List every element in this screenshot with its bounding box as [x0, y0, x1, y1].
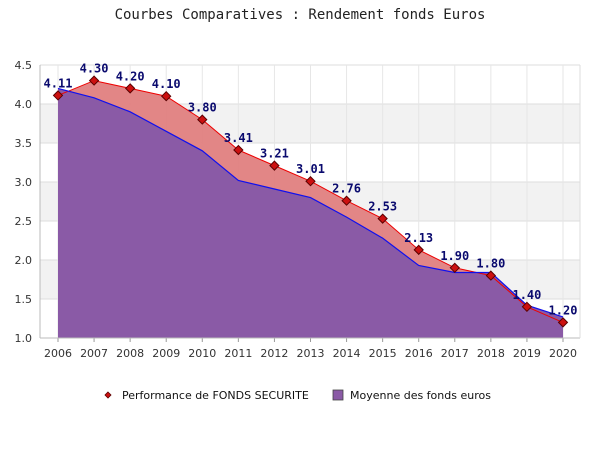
data-label-performance: 1.40: [512, 288, 541, 302]
y-tick-label: 3.5: [15, 137, 33, 150]
x-tick-label: 2007: [80, 347, 108, 360]
series-markers: [52, 75, 569, 328]
data-label-performance: 3.41: [224, 131, 253, 145]
data-label-performance: 4.20: [116, 69, 145, 83]
y-tick-label: 2.0: [15, 254, 33, 267]
marker-performance: [88, 75, 100, 86]
legend: Performance de FONDS SECURITE Moyenne de…: [104, 389, 491, 402]
marker-performance: [52, 90, 64, 101]
x-tick-label: 2015: [369, 347, 397, 360]
marker-performance: [233, 144, 244, 156]
x-tick-label: 2019: [513, 347, 541, 360]
data-label-performance: 1.20: [549, 303, 578, 317]
marker-performance: [521, 301, 533, 313]
legend-label-moyenne: Moyenne des fonds euros: [350, 389, 491, 402]
data-label-performance: 1.80: [476, 257, 505, 271]
marker-performance: [557, 317, 569, 328]
legend-item-moyenne: Moyenne des fonds euros: [332, 389, 491, 402]
data-label-performance: 4.11: [44, 76, 73, 90]
y-tick-label: 4.5: [15, 59, 33, 72]
line-moyenne: [57, 87, 564, 318]
x-tick-labels: 2006 2007 2008 2009 2010 2011 2012 2013 2014 2015…: [44, 347, 577, 360]
marker-performance: [449, 262, 460, 274]
x-tick-label: 2011: [224, 347, 252, 360]
series-areas: [58, 80, 563, 339]
marker-performance: [305, 176, 316, 187]
legend-item-performance: Performance de FONDS SECURITE: [104, 389, 309, 402]
area-moyenne: [58, 88, 563, 339]
marker-performance: [161, 90, 172, 102]
marker-performance: [413, 244, 424, 256]
x-tick-label: 2016: [405, 347, 433, 360]
x-tick-label: 2018: [477, 347, 505, 360]
x-tick-label: 2009: [152, 347, 180, 360]
marker-performance: [124, 83, 136, 94]
chart-title: Courbes Comparatives : Rendement fonds E…: [115, 7, 486, 23]
y-tick-label: 3.0: [15, 176, 33, 189]
x-tick-label: 2014: [333, 347, 361, 360]
x-tick-label: 2020: [549, 347, 577, 360]
x-tick-label: 2012: [260, 347, 288, 360]
y-tick-label: 4.0: [15, 98, 33, 111]
marker-performance: [197, 114, 208, 125]
x-tick-label: 2017: [441, 347, 469, 360]
axes: [39, 65, 581, 342]
data-label-performance: 4.10: [152, 77, 181, 91]
data-label-performance: 3.01: [296, 162, 325, 176]
marker-performance: [269, 160, 280, 171]
y-tick-label: 1.0: [15, 332, 33, 345]
data-label-performance: 2.13: [404, 231, 433, 245]
data-label-performance: 1.90: [440, 249, 469, 263]
data-label-performance: 3.80: [188, 101, 217, 115]
data-labels: 4.11 4.30 4.20 4.10 3.80 3.41 3.21 3.01 2.76 2.53…: [44, 62, 578, 318]
y-tick-label: 2.5: [15, 215, 33, 228]
x-tick-label: 2010: [188, 347, 216, 360]
x-tick-label: 2008: [116, 347, 144, 360]
y-tick-label: 1.5: [15, 293, 33, 306]
legend-marker-diamond-icon: [104, 391, 112, 399]
x-tick-label: 2013: [297, 347, 325, 360]
data-label-performance: 4.30: [80, 62, 109, 76]
data-label-performance: 3.21: [260, 147, 289, 161]
marker-performance: [377, 213, 388, 224]
y-tick-labels: 1.0 1.5 2.0 2.5 3.0 3.5 4.0 4.5: [15, 59, 33, 345]
legend-label-performance: Performance de FONDS SECURITE: [122, 389, 309, 402]
marker-performance: [341, 195, 352, 206]
data-label-performance: 2.76: [332, 182, 361, 196]
marker-performance: [485, 270, 497, 281]
legend-swatch-square-icon: [332, 389, 344, 401]
data-label-performance: 2.53: [368, 200, 397, 214]
x-tick-label: 2006: [44, 347, 72, 360]
